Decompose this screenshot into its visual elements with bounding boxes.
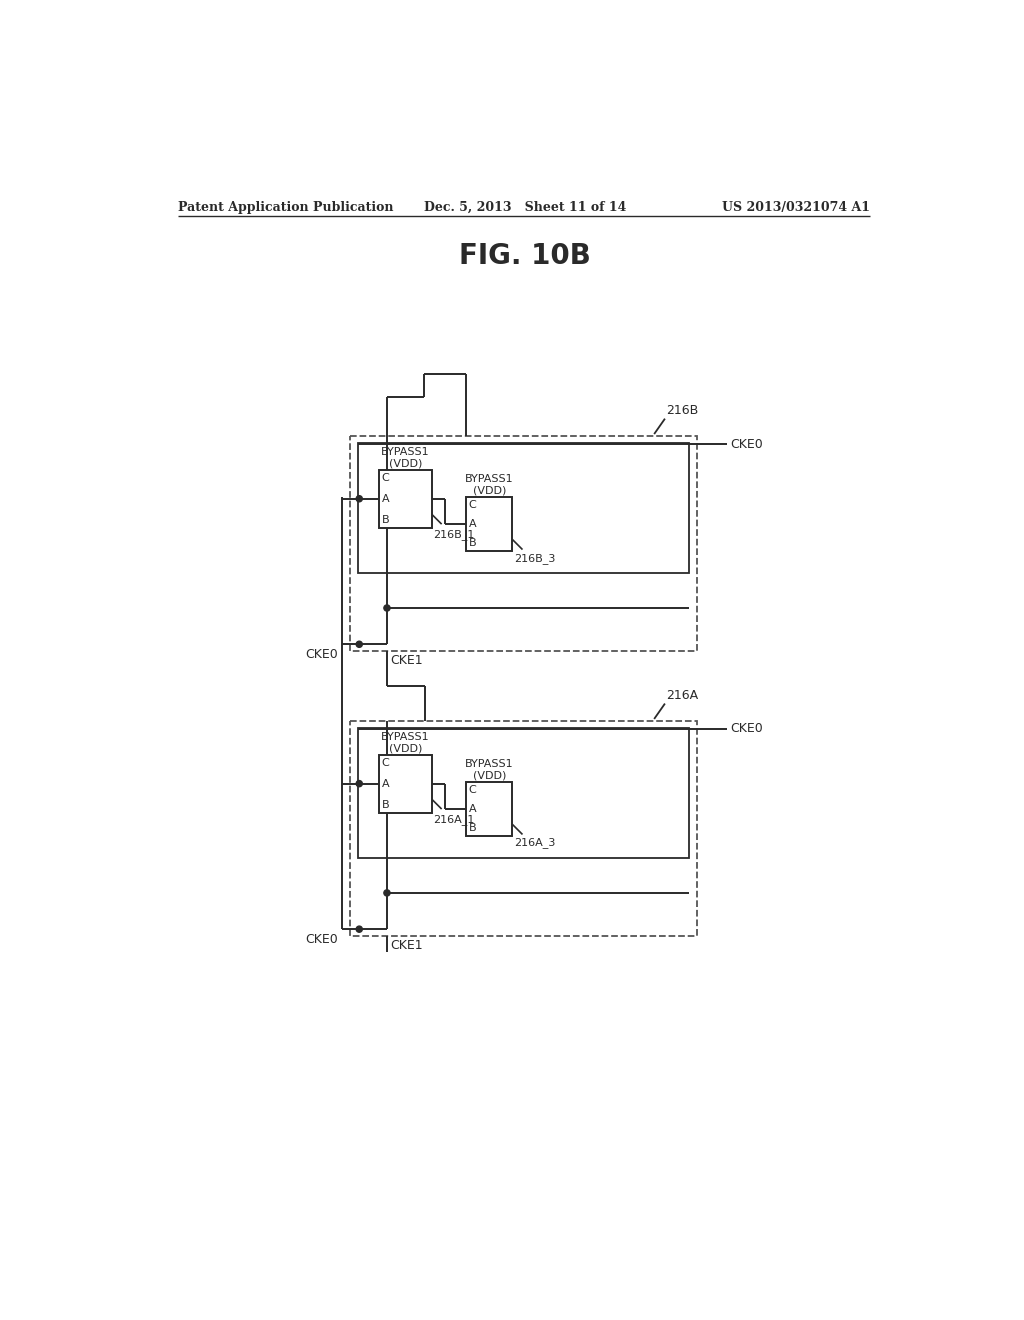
Bar: [466, 781, 512, 836]
Text: CKE0: CKE0: [305, 933, 338, 946]
Text: B: B: [469, 822, 476, 833]
Text: A: A: [382, 779, 389, 788]
Text: BYPASS1
(VDD): BYPASS1 (VDD): [381, 733, 430, 754]
Text: C: C: [382, 474, 389, 483]
Circle shape: [356, 642, 362, 647]
Bar: [350, 721, 696, 936]
Bar: [357, 444, 689, 573]
Text: 216A_1: 216A_1: [433, 814, 474, 825]
Bar: [379, 470, 432, 528]
Circle shape: [384, 605, 390, 611]
Text: C: C: [382, 758, 389, 768]
Text: CKE0: CKE0: [730, 722, 763, 735]
Circle shape: [356, 495, 362, 502]
Text: B: B: [382, 800, 389, 810]
Text: B: B: [469, 539, 476, 548]
Text: C: C: [469, 785, 476, 795]
Text: BYPASS1
(VDD): BYPASS1 (VDD): [465, 759, 514, 780]
Text: 216A_3: 216A_3: [514, 837, 555, 849]
Text: BYPASS1
(VDD): BYPASS1 (VDD): [465, 474, 514, 496]
Text: FIG. 10B: FIG. 10B: [459, 242, 591, 269]
Bar: [350, 436, 696, 651]
Text: 216B_3: 216B_3: [514, 553, 555, 564]
Text: CKE1: CKE1: [390, 655, 423, 668]
Text: 216B: 216B: [667, 404, 698, 417]
Bar: [466, 498, 512, 552]
Circle shape: [356, 780, 362, 787]
Text: Patent Application Publication: Patent Application Publication: [178, 201, 394, 214]
Text: 216A: 216A: [667, 689, 698, 702]
Text: 216B_1: 216B_1: [433, 529, 474, 540]
Bar: [379, 755, 432, 813]
Text: Dec. 5, 2013   Sheet 11 of 14: Dec. 5, 2013 Sheet 11 of 14: [424, 201, 626, 214]
Bar: [357, 729, 689, 858]
Text: B: B: [382, 515, 389, 525]
Circle shape: [356, 927, 362, 932]
Text: CKE0: CKE0: [730, 437, 763, 450]
Circle shape: [384, 890, 390, 896]
Text: CKE1: CKE1: [390, 940, 423, 952]
Text: US 2013/0321074 A1: US 2013/0321074 A1: [722, 201, 869, 214]
Text: CKE0: CKE0: [305, 648, 338, 661]
Text: A: A: [382, 494, 389, 504]
Text: A: A: [469, 804, 476, 814]
Text: BYPASS1
(VDD): BYPASS1 (VDD): [381, 447, 430, 469]
Text: A: A: [469, 519, 476, 529]
Text: C: C: [469, 500, 476, 511]
